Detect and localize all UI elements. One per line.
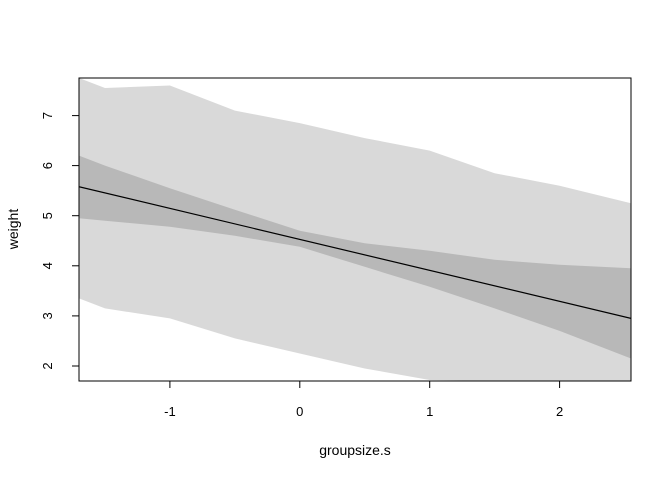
plot-frame [78, 77, 632, 382]
y-axis-title: weight [5, 209, 21, 251]
y-tick-label: 3 [40, 312, 55, 319]
y-tick-label: 2 [40, 362, 55, 369]
x-axis-title: groupsize.s [319, 442, 391, 458]
y-tick-label: 4 [40, 262, 55, 269]
y-tick-label: 7 [40, 112, 55, 119]
x-tick-label: 2 [556, 404, 563, 419]
plot-area [79, 78, 631, 381]
x-tick-label: 0 [296, 404, 303, 419]
x-tick-label: 1 [426, 404, 433, 419]
mean-regression-line [79, 186, 631, 319]
mean-interval-band [79, 155, 631, 359]
y-tick-label: 6 [40, 162, 55, 169]
axes: -1 0 1 2 2 3 4 5 6 7 [40, 112, 563, 419]
prediction-interval-band [79, 78, 631, 381]
y-tick-label: 5 [40, 212, 55, 219]
x-tick-label: -1 [164, 404, 176, 419]
